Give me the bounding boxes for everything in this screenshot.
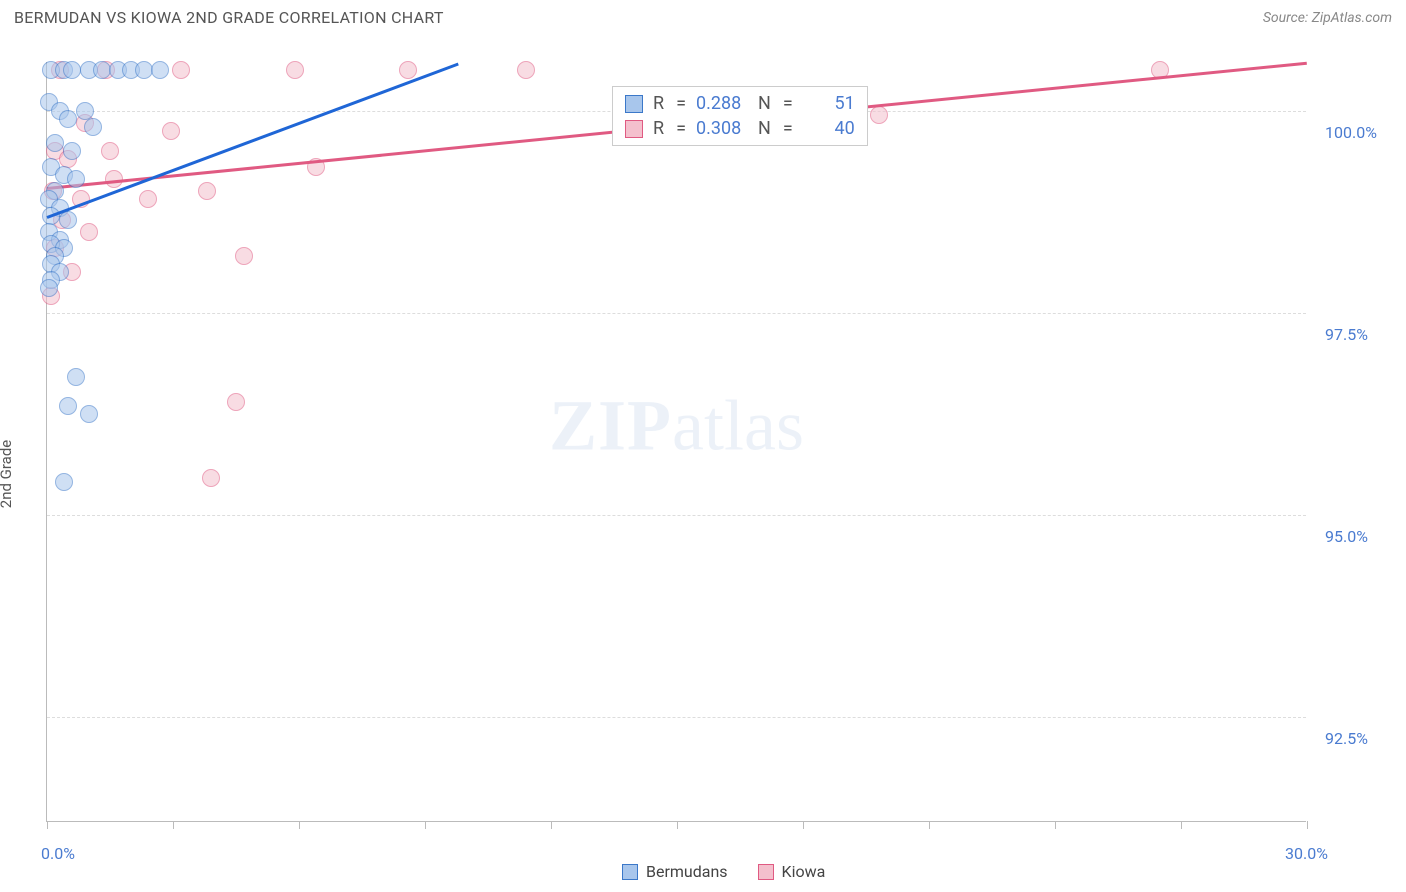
- data-point-bermudans: [67, 368, 85, 386]
- chart-container: 2nd Grade ZIPatlas 92.5%95.0%97.5%100.0%…: [0, 38, 1406, 892]
- stat-n-value: 51: [803, 93, 855, 114]
- gridline: [47, 515, 1306, 516]
- data-point-kiowa: [227, 393, 245, 411]
- stat-n-label: N: [758, 118, 771, 139]
- x-tick: [551, 821, 552, 829]
- stat-n-label: N: [758, 93, 771, 114]
- data-point-kiowa: [172, 61, 190, 79]
- swatch-icon: [758, 864, 774, 880]
- data-point-bermudans: [84, 118, 102, 136]
- source-attribution: Source: ZipAtlas.com: [1263, 10, 1392, 26]
- y-tick-label: 95.0%: [1325, 527, 1368, 546]
- x-tick: [47, 821, 48, 829]
- data-point-bermudans: [63, 61, 81, 79]
- data-point-kiowa: [80, 223, 98, 241]
- trend-line-bermudans: [46, 62, 459, 218]
- stats-row-bermudans: R = 0.288 N = 51: [613, 91, 867, 116]
- legend-item-bermudans: Bermudans: [622, 862, 728, 881]
- x-tick: [803, 821, 804, 829]
- legend-label: Kiowa: [782, 862, 826, 881]
- data-point-kiowa: [517, 61, 535, 79]
- watermark-light: atlas: [672, 386, 804, 466]
- data-point-kiowa: [870, 106, 888, 124]
- data-point-kiowa: [235, 247, 253, 265]
- legend-item-kiowa: Kiowa: [758, 862, 826, 881]
- x-tick: [929, 821, 930, 829]
- stats-box: R = 0.288 N = 51 R = 0.308 N = 40: [612, 86, 868, 146]
- equals-icon: =: [676, 118, 686, 139]
- data-point-bermudans: [59, 397, 77, 415]
- data-point-kiowa: [198, 182, 216, 200]
- x-tick: [1307, 821, 1308, 829]
- data-point-bermudans: [55, 473, 73, 491]
- x-tick: [425, 821, 426, 829]
- data-point-bermudans: [59, 110, 77, 128]
- y-axis-label: 2nd Grade: [0, 440, 15, 508]
- y-tick-label: 100.0%: [1325, 123, 1377, 142]
- stat-r-label: R: [653, 93, 664, 114]
- x-tick-label: 30.0%: [1285, 844, 1328, 863]
- stat-r-label: R: [653, 118, 664, 139]
- watermark: ZIPatlas: [549, 385, 804, 468]
- data-point-bermudans: [63, 142, 81, 160]
- swatch-icon: [622, 864, 638, 880]
- gridline: [47, 717, 1306, 718]
- equals-icon: =: [783, 93, 793, 114]
- x-tick: [299, 821, 300, 829]
- equals-icon: =: [783, 118, 793, 139]
- stat-r-value: 0.288: [696, 93, 748, 114]
- x-tick: [677, 821, 678, 829]
- data-point-bermudans: [40, 279, 58, 297]
- data-point-bermudans: [46, 134, 64, 152]
- data-point-bermudans: [93, 61, 111, 79]
- stats-row-kiowa: R = 0.308 N = 40: [613, 116, 867, 141]
- data-point-kiowa: [286, 61, 304, 79]
- legend: Bermudans Kiowa: [622, 862, 825, 881]
- data-point-kiowa: [101, 142, 119, 160]
- x-tick: [1181, 821, 1182, 829]
- stat-r-value: 0.308: [696, 118, 748, 139]
- x-tick-label: 0.0%: [41, 844, 75, 863]
- x-tick: [173, 821, 174, 829]
- data-point-kiowa: [162, 122, 180, 140]
- plot-area: ZIPatlas 92.5%95.0%97.5%100.0%0.0%30.0%R…: [46, 62, 1306, 822]
- watermark-bold: ZIP: [549, 386, 672, 466]
- equals-icon: =: [676, 93, 686, 114]
- data-point-bermudans: [80, 405, 98, 423]
- x-tick: [1055, 821, 1056, 829]
- chart-title: BERMUDAN VS KIOWA 2ND GRADE CORRELATION …: [14, 8, 444, 27]
- stat-n-value: 40: [803, 118, 855, 139]
- y-tick-label: 97.5%: [1325, 325, 1368, 344]
- data-point-kiowa: [202, 469, 220, 487]
- gridline: [47, 313, 1306, 314]
- swatch-icon: [625, 120, 643, 138]
- data-point-bermudans: [67, 170, 85, 188]
- data-point-kiowa: [139, 190, 157, 208]
- swatch-icon: [625, 95, 643, 113]
- y-tick-label: 92.5%: [1325, 729, 1368, 748]
- data-point-kiowa: [399, 61, 417, 79]
- data-point-bermudans: [135, 61, 153, 79]
- legend-label: Bermudans: [646, 862, 728, 881]
- data-point-bermudans: [151, 61, 169, 79]
